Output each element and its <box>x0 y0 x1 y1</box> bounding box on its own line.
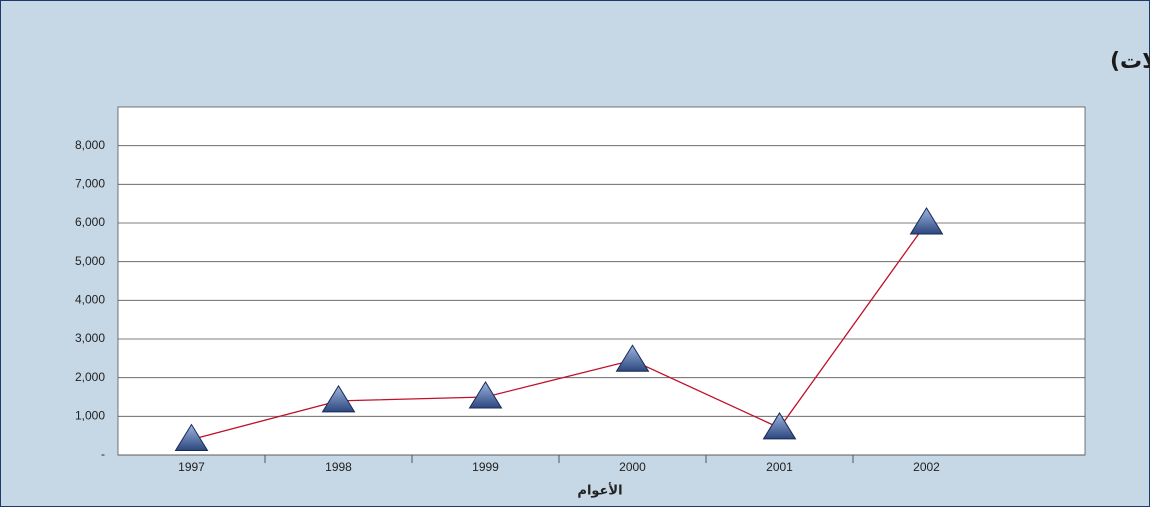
y-tick-label: 4,000 <box>75 293 105 307</box>
y-tick-label: 2,000 <box>75 370 105 384</box>
y-tick-label: 3,000 <box>75 331 105 345</box>
y-tick-label: 8,000 <box>75 138 105 152</box>
marker <box>468 381 503 409</box>
y-tick-label: 6,000 <box>75 215 105 229</box>
marker <box>174 423 209 452</box>
x-tick-label: 2000 <box>619 460 646 474</box>
y-tick-label: 5,000 <box>75 254 105 268</box>
x-axis-label: الأعوام <box>577 482 622 499</box>
y-tick-label: 7,000 <box>75 177 105 191</box>
chart-title: الشكل (١): إجمالي المدخرات 1997 — 2002 (… <box>1110 46 1150 74</box>
marker <box>762 411 797 440</box>
y-tick-label: - <box>101 447 105 461</box>
x-tick-label: 1997 <box>178 460 205 474</box>
y-tick-label: 1,000 <box>75 409 105 423</box>
marker <box>909 207 944 235</box>
marker <box>615 344 650 372</box>
x-tick-label: 1999 <box>472 460 499 474</box>
line <box>191 222 928 441</box>
plot-area <box>117 106 1086 456</box>
x-tick-label: 2002 <box>913 460 940 474</box>
marker <box>321 384 356 413</box>
x-tick-label: 1998 <box>325 460 352 474</box>
x-tick-label: 2001 <box>766 460 793 474</box>
